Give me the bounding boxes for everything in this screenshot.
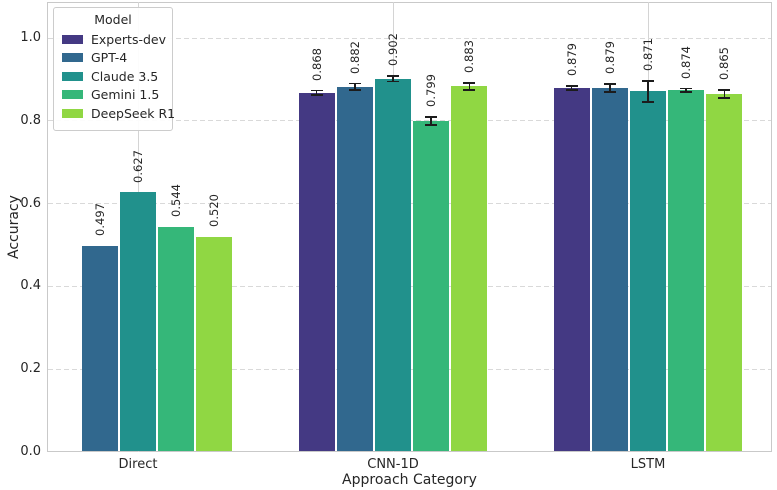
y-axis-title: Accuracy (6, 195, 22, 259)
bar-gemini-1-5-lstm (668, 90, 705, 451)
bar-value-label: 0.627 (131, 149, 145, 183)
error-bar (430, 117, 433, 126)
y-tick-label: 0.4 (20, 278, 41, 294)
y-tick-label: 0.6 (20, 195, 41, 211)
bar-deepseek-r1-lstm (706, 93, 743, 451)
error-bar (353, 83, 356, 91)
legend-title: Model (94, 12, 132, 27)
error-bar (608, 84, 611, 92)
error-bar (723, 89, 726, 99)
error-bar-cap-top (603, 83, 616, 86)
x-tick-label: Direct (118, 457, 158, 472)
legend-entry-claude-3-5: Claude 3.5 (62, 67, 164, 86)
legend-entry-deepseek-r1: DeepSeek R1 (62, 104, 175, 123)
error-bar-cap-top (310, 89, 323, 92)
error-bar-cap-top (642, 80, 654, 82)
y-tick-label: 0.0 (20, 444, 41, 459)
error-bar (685, 88, 688, 92)
bar-deepseek-r1-direct (196, 236, 233, 451)
y-gridline (48, 37, 771, 39)
legend-swatch-icon (62, 34, 83, 44)
bar-value-label: 0.883 (462, 40, 477, 74)
error-bar (647, 81, 649, 102)
error-bar (392, 75, 394, 82)
x-axis-title: Approach Category (342, 472, 477, 488)
legend-entry-gemini-1-5: Gemini 1.5 (62, 86, 164, 105)
bar-gemini-1-5-cnn-1d (413, 121, 450, 451)
bar-value-label: 0.882 (347, 40, 362, 74)
y-tick-label: 0.8 (20, 112, 41, 128)
error-bar-cap-top (463, 82, 476, 85)
bar-gpt-4-lstm (591, 88, 628, 451)
bar-value-label: 0.520 (207, 193, 222, 227)
bar-claude-3-5-cnn-1d (375, 78, 411, 451)
error-bar-cap-top (680, 87, 693, 90)
error-bar (315, 90, 318, 95)
legend-label: Experts-dev (91, 31, 167, 47)
bar-value-label: 0.879 (602, 41, 617, 75)
bar-value-label: 0.871 (641, 38, 655, 72)
bar-gpt-4-cnn-1d (336, 86, 373, 451)
legend-entries: Experts-dev GPT-4 Claude 3.5 Gemini 1.5 Deep… (62, 30, 175, 123)
legend-swatch-icon (62, 90, 83, 100)
bar-value-label: 0.799 (424, 74, 439, 108)
x-tick-label: LSTM (630, 457, 666, 472)
bar-experts-dev-lstm (553, 88, 590, 451)
bar-value-label: 0.879 (564, 43, 579, 77)
error-bar-cap-bottom (603, 90, 616, 93)
legend-label: Gemini 1.5 (91, 87, 160, 103)
bar-experts-dev-cnn-1d (298, 92, 335, 451)
bar-value-label: 0.497 (92, 203, 107, 237)
error-bar-cap-bottom (463, 88, 476, 91)
bar-deepseek-r1-cnn-1d (451, 86, 488, 451)
error-bar (468, 83, 471, 90)
bar-value-label: 0.544 (169, 183, 184, 217)
y-tick-label: 1.0 (20, 30, 41, 45)
x-tick-label: CNN-1D (367, 457, 419, 472)
error-bar-cap-top (348, 82, 361, 85)
error-bar-cap-top (387, 74, 399, 77)
bar-gemini-1-5-direct (158, 226, 195, 451)
error-bar-cap-bottom (425, 124, 438, 127)
bar-value-label: 0.902 (386, 32, 400, 66)
bar-value-label: 0.874 (679, 45, 694, 79)
error-bar-cap-top (718, 88, 731, 91)
bar-claude-3-5-lstm (630, 91, 666, 451)
error-bar-cap-bottom (310, 93, 323, 96)
legend-label: Claude 3.5 (91, 68, 159, 84)
bar-gpt-4-direct (81, 246, 118, 451)
legend-label: GPT-4 (91, 50, 128, 66)
error-bar (570, 86, 573, 91)
bar-claude-3-5-direct (120, 192, 156, 451)
error-bar-cap-bottom (565, 89, 578, 92)
error-bar-cap-top (425, 116, 438, 118)
legend-label: DeepSeek R1 (91, 105, 176, 121)
bar-value-label: 0.865 (717, 46, 732, 80)
error-bar-cap-bottom (642, 100, 654, 103)
legend-box: Model Experts-dev GPT-4 Claude 3.5 Gemini 1… (53, 7, 175, 131)
legend-swatch-icon (62, 71, 83, 81)
error-bar-cap-bottom (680, 90, 693, 93)
legend-entry-experts-dev: Experts-dev (62, 30, 167, 49)
error-bar-cap-top (565, 85, 578, 87)
legend-swatch-icon (62, 108, 83, 118)
y-tick-label: 0.2 (20, 361, 41, 377)
error-bar-cap-bottom (348, 89, 361, 92)
bar-value-label: 0.868 (309, 47, 324, 81)
legend-entry-gpt-4: GPT-4 (62, 49, 164, 68)
legend-swatch-icon (62, 53, 83, 63)
error-bar-cap-bottom (387, 80, 399, 83)
error-bar-cap-bottom (718, 97, 731, 99)
